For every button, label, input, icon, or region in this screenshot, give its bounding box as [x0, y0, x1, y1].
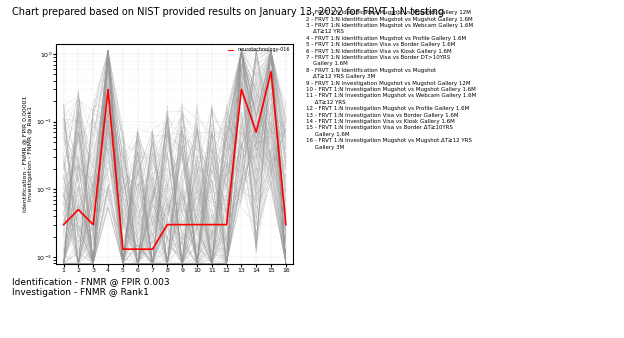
neurotechnology-016: [282, 223, 290, 227]
Legend: neurotechnology-016: neurotechnology-016: [227, 46, 291, 53]
Line: neurotechnology-016: neurotechnology-016: [64, 72, 286, 249]
neurotechnology-016: [163, 223, 171, 227]
Text: Chart prepared based on NIST provided results on January 13, 2022 for FRVT 1:N t: Chart prepared based on NIST provided re…: [12, 7, 445, 17]
neurotechnology-016: [104, 88, 112, 92]
neurotechnology-016: [178, 223, 186, 227]
neurotechnology-016: [75, 208, 82, 212]
Y-axis label: Identification - FNMR @ FPIR 0.00001
Investigation - FNMR @ Rank1: Identification - FNMR @ FPIR 0.00001 Inv…: [22, 96, 33, 212]
Text: Identification - FNMR @ FPIR 0.003
Investigation - FNMR @ Rank1: Identification - FNMR @ FPIR 0.003 Inves…: [12, 277, 170, 296]
neurotechnology-016: [223, 223, 230, 227]
neurotechnology-016: [238, 88, 245, 92]
neurotechnology-016: [89, 223, 97, 227]
neurotechnology-016: [149, 247, 156, 251]
neurotechnology-016: [119, 247, 127, 251]
neurotechnology-016: [208, 223, 215, 227]
neurotechnology-016: [253, 130, 260, 134]
neurotechnology-016: [60, 223, 67, 227]
neurotechnology-016: [193, 223, 201, 227]
neurotechnology-016: [134, 247, 142, 251]
Text: 1 - FRVT 1:N Identification Mugshot vs Mugshot Gallery 12M
2 - FRVT 1:N Identifi: 1 - FRVT 1:N Identification Mugshot vs M…: [306, 10, 476, 149]
neurotechnology-016: [267, 70, 275, 74]
